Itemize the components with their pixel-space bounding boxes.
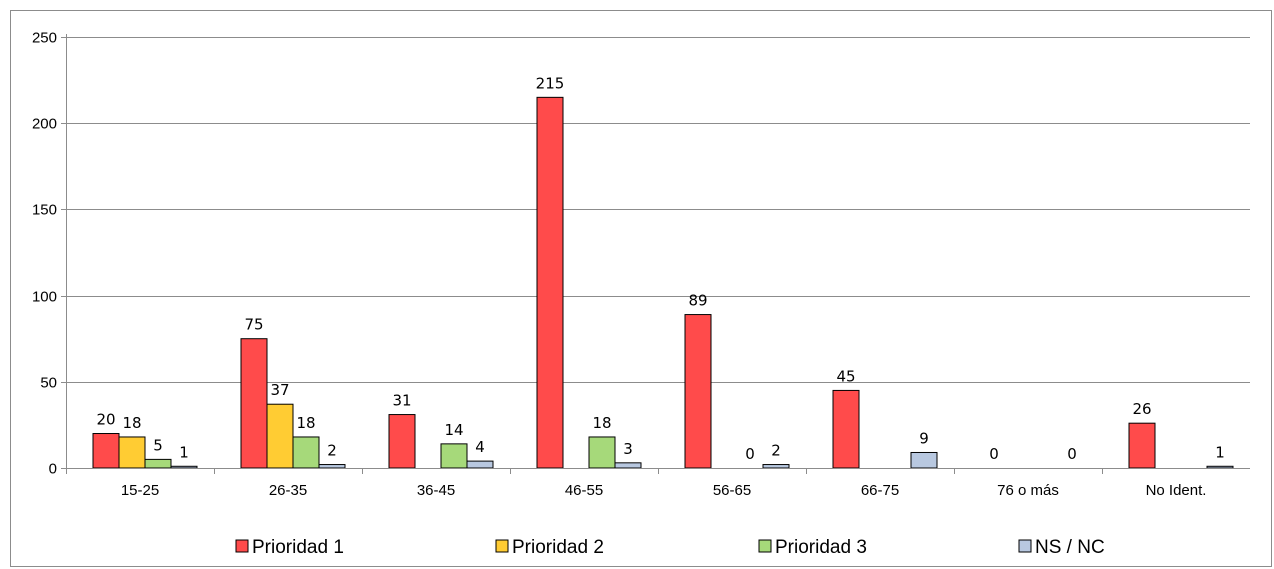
bar [241, 339, 267, 468]
x-tick-label: 26-35 [269, 482, 307, 499]
data-label: 0 [989, 445, 999, 463]
data-label: 14 [444, 421, 463, 439]
y-tick-label: 250 [32, 30, 57, 47]
x-tick-label: 76 o más [997, 482, 1059, 499]
legend-label: Prioridad 1 [252, 537, 344, 558]
bar [911, 452, 937, 468]
bar [119, 437, 145, 468]
data-label: 20 [96, 411, 115, 429]
x-axis-ticks: 15-25 26-35 36-45 46-55 56-65 66-75 76 o más No… [121, 468, 1207, 499]
bar [589, 437, 615, 468]
legend-swatch [1019, 540, 1031, 552]
data-label: 215 [536, 74, 565, 92]
x-tick-label: 46-55 [565, 482, 603, 499]
bars [93, 97, 1233, 468]
bar [171, 466, 197, 468]
bar [1129, 423, 1155, 468]
bar [145, 459, 171, 468]
data-label: 45 [836, 367, 855, 385]
y-tick-label: 50 [40, 375, 57, 392]
bar [763, 465, 789, 468]
x-tick-label: 36-45 [417, 482, 455, 499]
bar [537, 97, 563, 468]
data-label: 2 [771, 442, 781, 460]
y-axis-ticks: 0 50 100 150 200 250 [32, 30, 66, 478]
data-label: 5 [153, 436, 163, 454]
y-tick-label: 0 [49, 461, 57, 478]
legend-label: Prioridad 3 [775, 537, 867, 558]
bar [833, 390, 859, 468]
data-label: 1 [1215, 443, 1225, 461]
bar [441, 444, 467, 468]
data-label: 18 [296, 414, 315, 432]
data-label: 0 [745, 445, 755, 463]
data-label: 9 [919, 429, 929, 447]
bar [467, 461, 493, 468]
bar [389, 415, 415, 468]
y-tick-label: 200 [32, 116, 57, 133]
data-label: 37 [270, 381, 289, 399]
legend-swatch [496, 540, 508, 552]
legend-swatch [759, 540, 771, 552]
data-label: 3 [623, 440, 633, 458]
bar [685, 315, 711, 468]
bar [1207, 466, 1233, 468]
legend-swatch [236, 540, 248, 552]
data-label: 0 [1067, 445, 1077, 463]
data-label: 18 [122, 414, 141, 432]
y-tick-label: 150 [32, 202, 57, 219]
x-tick-label: No Ident. [1146, 482, 1207, 499]
legend: Prioridad 1 Prioridad 2 Prioridad 3 NS / NC [236, 537, 1105, 558]
bar [267, 404, 293, 468]
bar [615, 463, 641, 468]
data-label: 18 [592, 414, 611, 432]
data-label: 31 [392, 392, 411, 410]
data-label: 75 [244, 316, 263, 334]
legend-label: NS / NC [1035, 537, 1105, 558]
x-tick-label: 15-25 [121, 482, 159, 499]
legend-label: Prioridad 2 [512, 537, 604, 558]
bar [293, 437, 319, 468]
bar [319, 465, 345, 468]
data-label: 89 [688, 292, 707, 310]
data-label: 2 [327, 442, 337, 460]
data-label: 1 [179, 443, 189, 461]
y-tick-label: 100 [32, 289, 57, 306]
x-tick-label: 56-65 [713, 482, 751, 499]
x-tick-label: 66-75 [861, 482, 899, 499]
data-label: 4 [475, 438, 485, 456]
data-label: 26 [1132, 400, 1151, 418]
bar [93, 434, 119, 468]
axes [61, 34, 1250, 474]
